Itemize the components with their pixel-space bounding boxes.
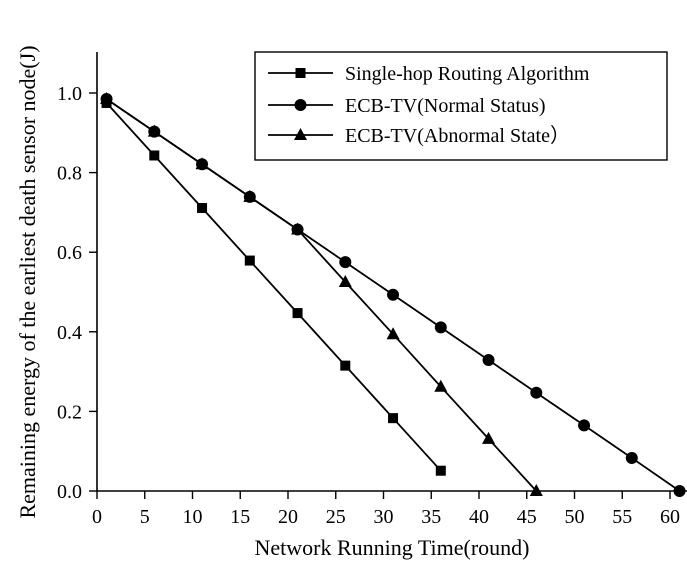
y-tick-label: 0.6 — [57, 242, 82, 264]
x-tick-label: 15 — [230, 506, 250, 528]
legend-marker-circle — [294, 99, 307, 111]
series-1-point-circle — [434, 321, 447, 334]
series-2-point-triangle — [100, 91, 114, 104]
series-0-point-square — [149, 150, 160, 161]
series-2-point-triangle — [529, 484, 543, 496]
series-2-point-triangle — [147, 124, 161, 137]
series-2-point-triangle — [291, 222, 305, 235]
x-ticks: 0 5 10 15 20 25 30 35 40 45 50 55 60 — [92, 491, 680, 528]
x-tick-label: 25 — [326, 506, 346, 528]
y-tick-label: 1.0 — [57, 83, 82, 105]
legend-label-abnormal: ECB-TV(Abnormal State） — [345, 124, 570, 147]
legend-marker-triangle — [294, 128, 307, 140]
x-tick-label: 45 — [517, 506, 537, 528]
x-tick-label: 55 — [612, 506, 632, 528]
series-layer — [100, 91, 686, 497]
legend-marker-square — [295, 68, 306, 78]
series-0-point-square — [340, 360, 351, 371]
series-2-point-triangle — [434, 379, 448, 392]
x-tick-label: 40 — [469, 506, 489, 528]
series-2-point-triangle — [386, 327, 400, 340]
series-2-point-triangle — [243, 189, 257, 202]
series-0-point-square — [197, 203, 208, 214]
series-0-point-square — [435, 465, 446, 476]
x-tick-label: 50 — [565, 506, 585, 528]
x-tick-label: 60 — [660, 506, 680, 528]
y-tick-label: 0.0 — [57, 481, 82, 503]
y-axis-title: Remaining energy of the earliest death s… — [15, 45, 40, 518]
series-2-point-triangle — [482, 431, 496, 444]
legend-box — [254, 51, 668, 161]
y-tick-label: 0.2 — [57, 401, 82, 423]
series-1-point-circle — [578, 419, 591, 432]
x-tick-label: 30 — [374, 506, 394, 528]
series-1-point-circle — [482, 354, 495, 367]
x-tick-label: 0 — [92, 506, 102, 528]
series-line-0 — [105, 102, 442, 472]
series-1-point-circle — [625, 451, 638, 464]
series-2-point-triangle — [338, 275, 352, 288]
series-1-point-circle — [673, 485, 686, 497]
series-0-point-square — [292, 308, 303, 319]
series-2-point-triangle — [195, 157, 209, 170]
y-tick-label: 0.8 — [57, 163, 82, 185]
legend-label-normal: ECB-TV(Normal Status) — [345, 95, 546, 117]
x-tick-label: 35 — [421, 506, 441, 528]
series-line-2 — [105, 98, 537, 492]
y-tick-label: 0.4 — [57, 322, 82, 344]
series-1-point-circle — [387, 288, 400, 301]
series-0-point-square — [388, 413, 399, 424]
series-1-point-circle — [339, 256, 352, 269]
series-1-point-circle — [530, 386, 543, 399]
x-tick-label: 20 — [278, 506, 298, 528]
legend-label-single-hop: Single-hop Routing Algorithm — [345, 63, 590, 85]
y-ticks: 0.0 0.2 0.4 0.6 0.8 1.0 — [57, 83, 97, 503]
x-tick-label: 10 — [183, 506, 203, 528]
legend: Single-hop Routing Algorithm ECB-TV(Norm… — [254, 51, 668, 161]
series-0-point-square — [244, 255, 255, 266]
x-axis-title: Network Running Time(round) — [255, 535, 530, 560]
x-tick-label: 5 — [140, 506, 150, 528]
